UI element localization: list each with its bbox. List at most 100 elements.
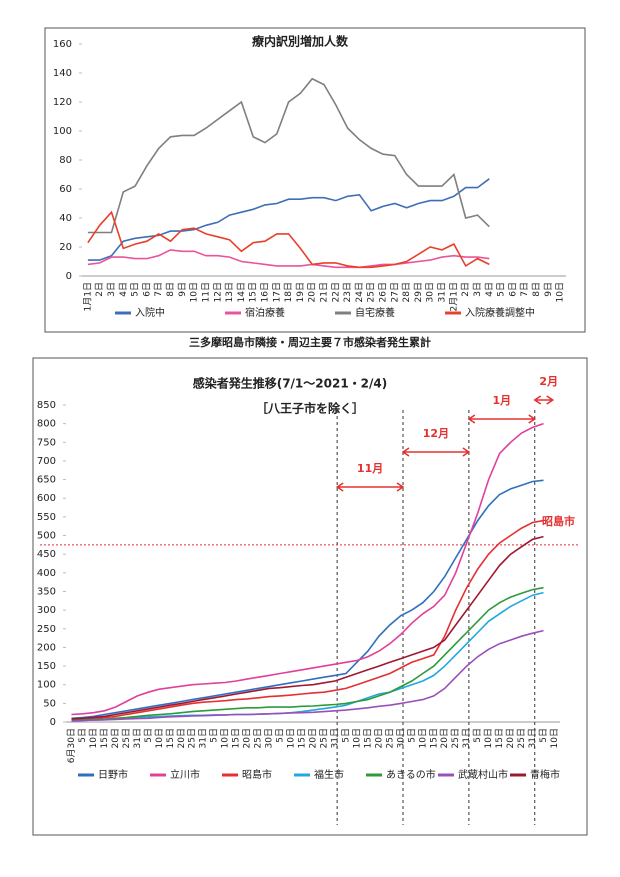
x-tick-label: 9日: [543, 282, 554, 297]
caption: 三多摩昭島市隣接・周辺主要７市感染者発生累計: [189, 335, 431, 349]
x-tick-label: 20日: [505, 728, 516, 748]
y-tick-label: 0: [66, 271, 72, 282]
x-tick-label: 6日: [141, 282, 152, 297]
x-tick-label: 15日: [428, 728, 439, 748]
chart-frame: [44, 27, 586, 333]
month-label: 12月: [423, 427, 449, 440]
x-tick-label: 31日: [527, 728, 538, 748]
x-tick-label: 31日: [461, 728, 472, 748]
x-tick-label: 3日: [472, 282, 483, 297]
x-tick-label: 4日: [484, 282, 495, 297]
x-tick-label: 20日: [308, 728, 319, 748]
x-tick-label: 31日: [329, 728, 340, 748]
reference-label: 昭島市: [542, 514, 575, 528]
month-arrow: [467, 414, 537, 424]
series-line: [71, 422, 544, 716]
x-tick-label: 25日: [450, 728, 461, 748]
x-tick-label: 5日: [130, 282, 141, 297]
x-tick-label: 30日: [264, 728, 275, 748]
x-tick-label: 31日: [437, 282, 448, 302]
x-tick-label: 6日: [507, 282, 518, 297]
x-tick-label: 15日: [248, 282, 259, 302]
y-tick-label: 250: [37, 624, 56, 635]
x-tick-label: 8日: [165, 282, 176, 297]
x-tick-label: 8日: [531, 282, 542, 297]
x-tick-label: 15日: [231, 728, 242, 748]
legend-label: 福生市: [314, 768, 344, 781]
x-tick-label: 2日: [94, 282, 105, 297]
x-tick-label: 30日: [395, 728, 406, 748]
x-tick-label: 25日: [384, 728, 395, 748]
x-tick-label: 23日: [342, 282, 353, 302]
y-tick-label: 450: [37, 549, 56, 560]
x-tick-label: 17日: [271, 282, 282, 302]
legend-label: 青梅市: [530, 768, 560, 781]
x-tick-label: 21日: [319, 282, 330, 302]
x-tick-label: 5日: [275, 728, 286, 743]
x-tick-label: 14日: [236, 282, 247, 302]
x-tick-label: 20日: [307, 282, 318, 302]
y-tick-label: 50: [43, 698, 56, 709]
x-tick-label: 10日: [549, 728, 560, 748]
legend-label: 自宅療養: [355, 306, 395, 319]
x-tick-label: 10日: [88, 728, 99, 748]
y-tick-label: 160: [53, 39, 72, 50]
x-tick-label: 2月1日: [448, 282, 459, 311]
x-tick-label: 25日: [366, 282, 377, 302]
x-tick-label: 22日: [330, 282, 341, 302]
x-tick-label: 10日: [189, 282, 200, 302]
x-tick-label: 5日: [496, 282, 507, 297]
series-line: [71, 479, 544, 720]
y-tick-label: 850: [37, 400, 56, 411]
month-arrow: [533, 395, 555, 405]
x-tick-label: 5日: [143, 728, 154, 743]
y-tick-label: 550: [37, 512, 56, 523]
series-line: [87, 249, 490, 269]
legend-label: あきるの市: [386, 768, 436, 781]
series-line: [87, 77, 490, 234]
x-tick-label: 11日: [200, 282, 211, 302]
x-tick-label: 25日: [121, 728, 132, 748]
y-tick-label: 60: [59, 184, 72, 195]
series-line: [71, 586, 544, 721]
y-tick-label: 500: [37, 531, 56, 542]
x-tick-label: 9日: [177, 282, 188, 297]
x-tick-label: 5日: [538, 728, 549, 743]
y-tick-label: 100: [53, 126, 72, 137]
x-tick-label: 24日: [354, 282, 365, 302]
x-tick-label: 3日: [106, 282, 117, 297]
x-tick-label: 25日: [318, 728, 329, 748]
y-tick-label: 80: [59, 155, 72, 166]
x-tick-label: 26日: [378, 282, 389, 302]
x-tick-label: 31日: [198, 728, 209, 748]
x-tick-label: 13日: [224, 282, 235, 302]
x-tick-label: 28日: [401, 282, 412, 302]
y-tick-label: 0: [50, 717, 56, 728]
legend-label: 昭島市: [242, 768, 272, 781]
legend-label: 入院中: [135, 306, 165, 319]
chart-subtitle: ［八王子市を除く］: [256, 401, 364, 416]
y-tick-label: 800: [37, 419, 56, 430]
x-tick-label: 20日: [176, 728, 187, 748]
x-tick-label: 15日: [494, 728, 505, 748]
y-tick-label: 20: [59, 242, 72, 253]
month-label: 11月: [357, 462, 383, 475]
x-tick-label: 30日: [425, 282, 436, 302]
series-line: [71, 591, 544, 722]
x-tick-label: 25日: [516, 728, 527, 748]
chart-title: 療内訳別増加人数: [252, 34, 349, 49]
x-tick-label: 5日: [209, 728, 220, 743]
series-line: [87, 210, 490, 269]
y-tick-label: 700: [37, 456, 56, 467]
month-arrow: [401, 447, 471, 457]
x-tick-label: 15日: [99, 728, 110, 748]
x-tick-label: 20日: [373, 728, 384, 748]
series-line: [71, 535, 544, 720]
x-tick-label: 5日: [77, 728, 88, 743]
x-tick-label: 29日: [413, 282, 424, 302]
x-tick-label: 20日: [110, 728, 121, 748]
x-tick-label: 10日: [220, 728, 231, 748]
legend-label: 宿泊療養: [245, 306, 285, 319]
y-tick-label: 600: [37, 493, 56, 504]
x-tick-label: 15日: [165, 728, 176, 748]
